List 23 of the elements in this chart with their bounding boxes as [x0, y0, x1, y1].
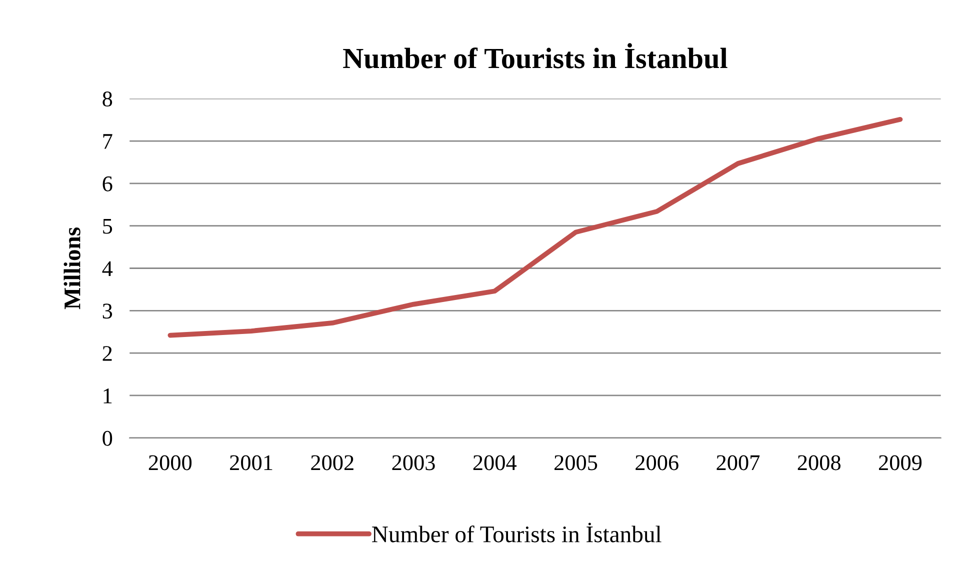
y-tick-label: 5 [103, 218, 112, 234]
y-tick-label: 2 [102, 346, 112, 361]
x-tick-label: 2005 [554, 455, 598, 470]
y-tick-label: 0 [102, 430, 112, 446]
x-tick-label: 2009 [878, 455, 922, 470]
x-tick-label: 2003 [392, 455, 435, 470]
y-tick-label: 4 [102, 261, 113, 276]
x-tick-label: 2004 [473, 455, 517, 470]
x-tick-label: 2001 [230, 455, 272, 470]
x-tick-label: 2006 [636, 455, 678, 470]
x-tick-label: 2007 [716, 455, 760, 470]
x-tick-label: 2002 [311, 455, 354, 470]
y-tick-label: 3 [102, 304, 112, 319]
y-tick-label: 1 [104, 388, 112, 404]
chart-title: Number of Tourists in İstanbul [343, 43, 728, 68]
y-axis-title: Millions [64, 228, 80, 310]
line-series [168, 116, 903, 338]
legend-label: Number of Tourists in İstanbul [372, 522, 662, 542]
x-tick-label: 2000 [148, 455, 192, 470]
x-tick-label: 2008 [798, 455, 840, 470]
y-tick-label: 6 [102, 176, 112, 192]
y-tick-label: 8 [102, 92, 112, 107]
y-tick-label: 7 [103, 134, 112, 149]
